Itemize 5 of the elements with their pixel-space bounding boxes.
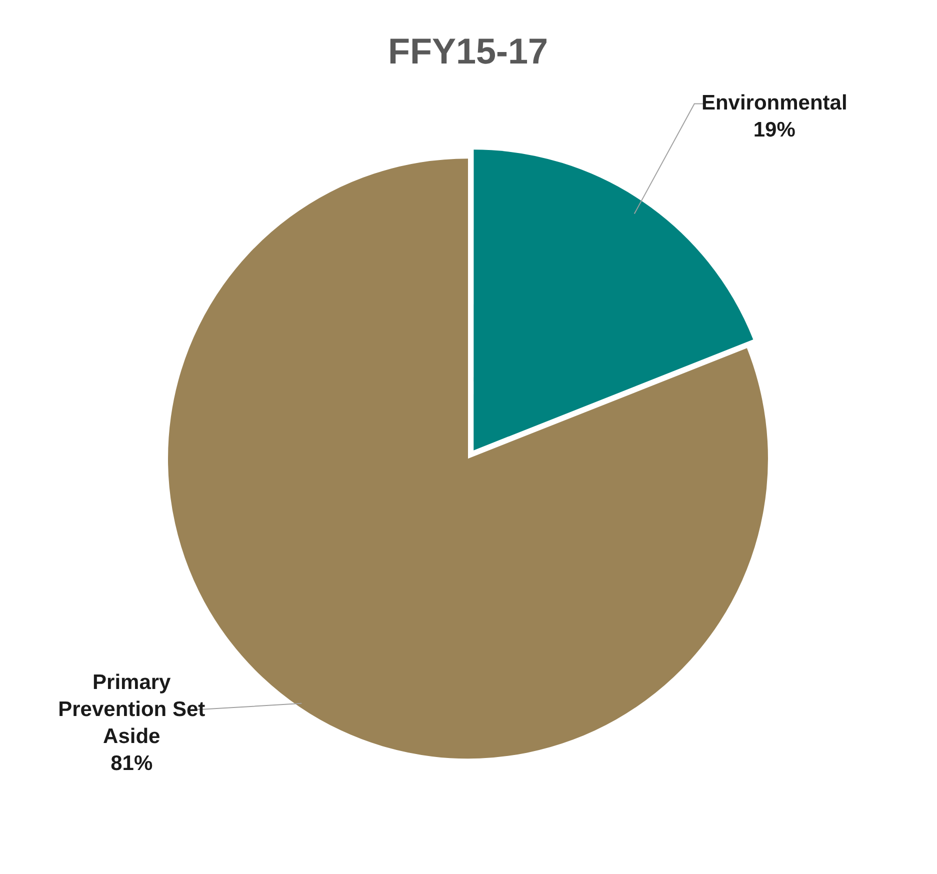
data-label: 19%	[753, 118, 796, 142]
chart-title: FFY15-17	[388, 30, 548, 72]
data-label: 81%	[110, 752, 153, 776]
slice-label: Environmental	[701, 92, 848, 115]
slice-label: Primary Prevention Set Aside	[58, 671, 206, 748]
